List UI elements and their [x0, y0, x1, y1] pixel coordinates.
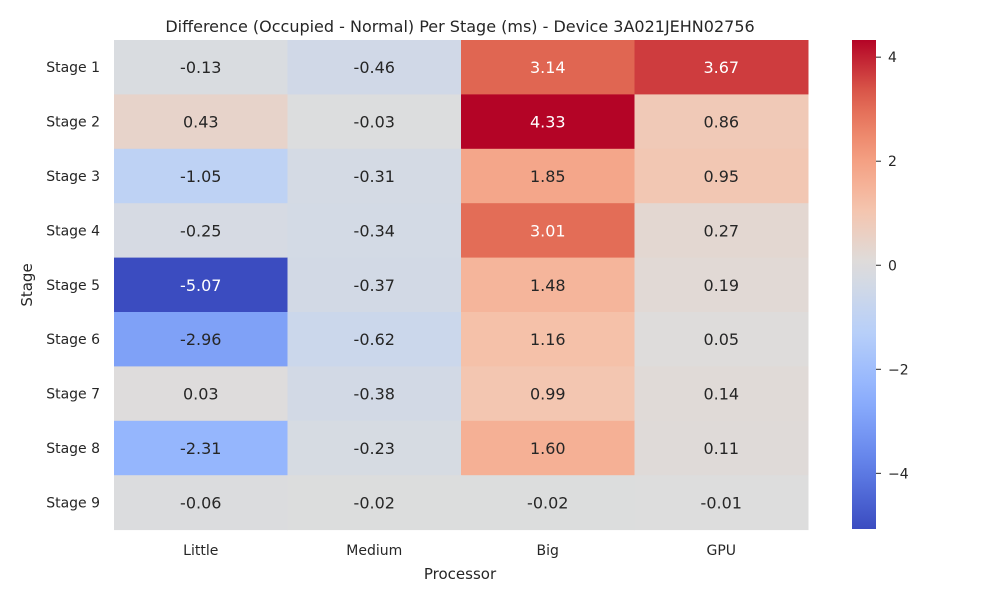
heatmap-cell — [287, 257, 462, 313]
cell-value-label: -0.62 — [354, 330, 395, 349]
heatmap-cell — [114, 475, 288, 531]
heatmap-cell — [461, 366, 635, 422]
y-axis-label: Stage — [18, 263, 36, 306]
cell-value-label: 0.03 — [183, 385, 219, 404]
colorbar-ticks: −4 −2 0 2 4 — [876, 50, 909, 482]
x-tick-label: GPU — [706, 543, 736, 559]
heatmap-cell — [634, 257, 809, 313]
cell-value-label: 3.14 — [530, 58, 566, 77]
heatmap-cell — [114, 40, 288, 95]
colorbar-tick-label: 2 — [888, 154, 897, 170]
heatmap-cell — [114, 366, 288, 422]
cell-value-label: -0.23 — [354, 439, 395, 458]
heatmap-cell — [634, 148, 809, 204]
heatmap-cell — [461, 257, 635, 313]
cell-value-label: 0.86 — [703, 113, 739, 132]
heatmap-cell — [461, 203, 635, 259]
cell-value-label: -0.37 — [354, 276, 395, 295]
heatmap-cell — [634, 40, 809, 95]
y-tick-label: Stage 5 — [46, 278, 100, 294]
y-tick-label: Stage 4 — [46, 223, 100, 239]
cell-value-label: 0.43 — [183, 113, 219, 132]
cell-value-label: 0.05 — [703, 330, 739, 349]
cell-value-label: 1.48 — [530, 276, 566, 295]
heatmap-cell — [461, 94, 635, 150]
heatmap-cell — [634, 366, 809, 422]
cell-value-label: -0.31 — [354, 167, 395, 186]
cell-value-label: -0.13 — [180, 58, 221, 77]
cell-value-label: -0.25 — [180, 221, 221, 240]
x-tick-label: Big — [537, 543, 559, 559]
cell-value-label: 0.27 — [703, 221, 739, 240]
heatmap-cell — [461, 148, 635, 204]
heatmap-cell — [287, 40, 462, 95]
cell-value-label: 0.95 — [703, 167, 739, 186]
cell-value-label: -0.06 — [180, 493, 221, 512]
chart-title: Difference (Occupied - Normal) Per Stage… — [165, 17, 754, 36]
heatmap-cell — [114, 312, 288, 367]
y-tick-label: Stage 7 — [46, 387, 100, 403]
heatmap-cell — [114, 420, 288, 476]
cell-value-label: 1.85 — [530, 167, 566, 186]
x-axis-label: Processor — [424, 565, 497, 583]
cell-value-label: -0.46 — [354, 58, 395, 77]
x-tick-labels: Little Medium Big GPU — [183, 543, 736, 559]
heatmap-cells: -0.13 -0.46 3.14 3.67 0.43 -0.03 4.33 0.86 -1.05… — [114, 40, 809, 531]
y-tick-label: Stage 9 — [46, 495, 100, 511]
heatmap-cell — [287, 148, 462, 204]
x-tick-label: Medium — [346, 543, 402, 559]
heatmap-cell — [461, 40, 635, 95]
colorbar — [852, 40, 876, 529]
colorbar-tick-label: 4 — [888, 50, 897, 66]
y-tick-label: Stage 1 — [46, 60, 100, 76]
heatmap-cell — [114, 203, 288, 259]
x-tick-label: Little — [183, 543, 218, 559]
heatmap-cell — [114, 94, 288, 150]
colorbar-tick-label: −2 — [888, 362, 909, 378]
heatmap-cell — [287, 94, 462, 150]
cell-value-label: 3.01 — [530, 221, 566, 240]
cell-value-label: 0.99 — [530, 385, 566, 404]
heatmap-cell — [461, 312, 635, 367]
cell-value-label: -0.01 — [701, 493, 742, 512]
heatmap-cell — [287, 475, 462, 531]
cell-value-label: 4.33 — [530, 113, 566, 132]
y-tick-labels: Stage 1 Stage 2 Stage 3 Stage 4 Stage 5 Stage… — [46, 60, 100, 511]
cell-value-label: -2.96 — [180, 330, 221, 349]
y-tick-label: Stage 8 — [46, 441, 100, 457]
y-tick-label: Stage 6 — [46, 332, 100, 348]
heatmap-cell — [287, 420, 462, 476]
heatmap-cell — [634, 203, 809, 259]
heatmap-cell — [634, 312, 809, 367]
cell-value-label: 3.67 — [703, 58, 739, 77]
heatmap-cell — [461, 475, 635, 531]
heatmap-cell — [634, 420, 809, 476]
cell-value-label: -1.05 — [180, 167, 221, 186]
cell-value-label: -0.02 — [527, 493, 568, 512]
cell-value-label: -5.07 — [180, 276, 221, 295]
heatmap-cell — [634, 94, 809, 150]
cell-value-label: -2.31 — [180, 439, 221, 458]
cell-value-label: 0.19 — [703, 276, 739, 295]
heatmap-cell — [114, 148, 288, 204]
heatmap-cell — [461, 420, 635, 476]
cell-value-label: 1.16 — [530, 330, 566, 349]
heatmap-cell — [287, 312, 462, 367]
colorbar-tick-label: −4 — [888, 466, 909, 482]
cell-value-label: -0.03 — [354, 113, 395, 132]
heatmap-cell — [634, 475, 809, 531]
heatmap-cell — [114, 257, 288, 313]
cell-value-label: 0.11 — [703, 439, 739, 458]
heatmap-cell — [287, 203, 462, 259]
cell-value-label: -0.38 — [354, 385, 395, 404]
cell-value-label: -0.02 — [354, 493, 395, 512]
y-tick-label: Stage 3 — [46, 169, 100, 185]
cell-value-label: 1.60 — [530, 439, 566, 458]
y-tick-label: Stage 2 — [46, 115, 100, 131]
cell-value-label: 0.14 — [703, 385, 739, 404]
heatmap-cell — [287, 366, 462, 422]
colorbar-tick-label: 0 — [888, 258, 897, 274]
cell-value-label: -0.34 — [354, 221, 395, 240]
